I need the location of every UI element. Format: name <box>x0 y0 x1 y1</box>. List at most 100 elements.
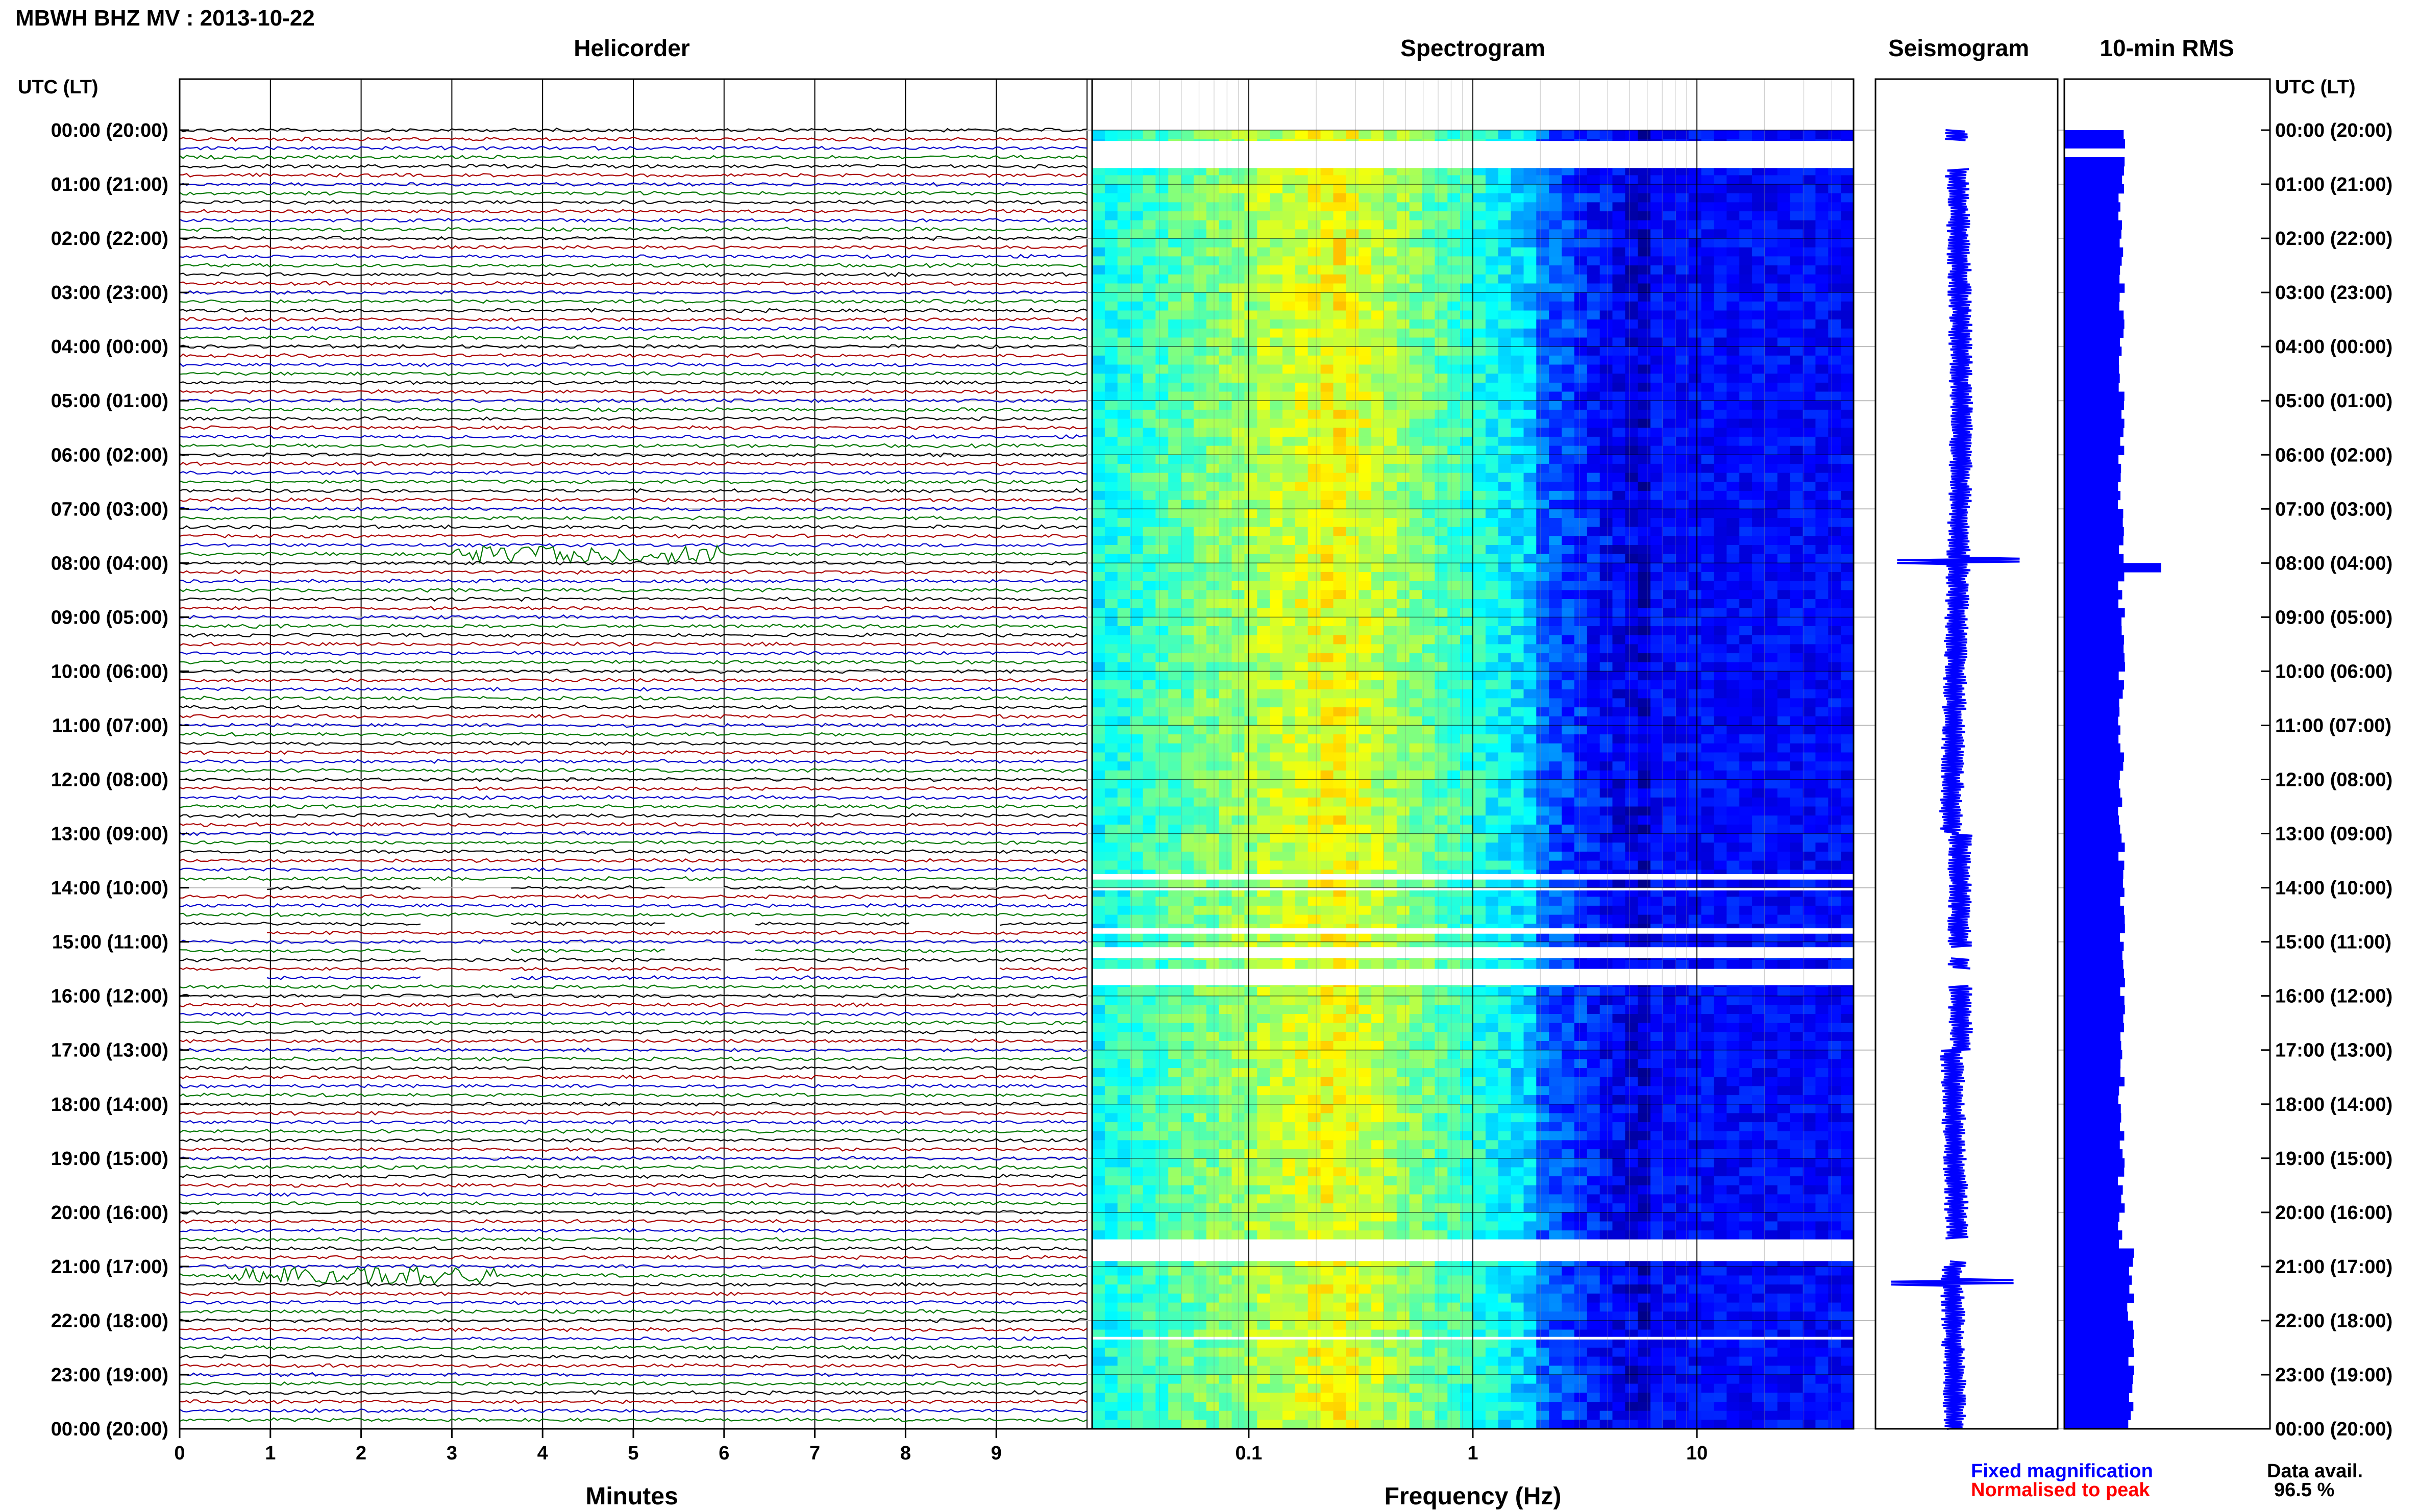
plot-title: MBWH BHZ MV : 2013-10-22 <box>15 6 315 31</box>
spectrogram-cell <box>1714 761 1727 771</box>
spectrogram-cell <box>1435 220 1448 230</box>
spectrogram-cell <box>1777 743 1791 753</box>
spectrogram-cell <box>1384 382 1397 392</box>
spectrogram-cell <box>1130 130 1144 140</box>
spectrogram-cell <box>1739 175 1752 185</box>
spectrogram-cell <box>1143 319 1156 329</box>
spectrogram-cell <box>1498 184 1512 194</box>
spectrogram-cell <box>1726 482 1740 491</box>
spectrogram-cell <box>1625 599 1638 609</box>
spectrogram-cell <box>1803 644 1816 654</box>
spectrogram-cell <box>1206 346 1220 356</box>
spectrogram-cell <box>1155 824 1169 834</box>
spectrogram-cell <box>1193 256 1207 266</box>
spectrogram-cell <box>1739 301 1752 311</box>
helicorder-trace-row <box>180 497 1088 503</box>
spectrogram-cell <box>1726 806 1740 816</box>
spectrogram-cell <box>1422 833 1435 843</box>
spectrogram-cell <box>1270 545 1283 555</box>
spectrogram-cell <box>1231 409 1245 419</box>
spectrogram-cell <box>1333 166 1346 176</box>
spectrogram-cell <box>1117 842 1131 852</box>
spectrogram-cell <box>1650 581 1664 590</box>
spectrogram-cell <box>1435 536 1448 546</box>
spectrogram-cell <box>1244 644 1257 654</box>
spectrogram-cell <box>1599 509 1613 518</box>
spectrogram-cell <box>1396 238 1410 248</box>
spectrogram-cell <box>1485 346 1499 356</box>
spectrogram-cell <box>1307 274 1321 284</box>
spectrogram-cell <box>1790 545 1804 555</box>
spectrogram-cell <box>1193 319 1207 329</box>
spectrogram-cell <box>1143 346 1156 356</box>
spectrogram-cell <box>1422 797 1435 807</box>
spectrogram-cell <box>1346 184 1359 194</box>
spectrogram-cell <box>1650 482 1664 491</box>
spectrogram-cell <box>1181 401 1194 410</box>
spectrogram-cell <box>1257 554 1270 563</box>
spectrogram-cell <box>1104 635 1118 645</box>
spectrogram-cell <box>1320 608 1334 617</box>
spectrogram-cell <box>1841 166 1854 176</box>
spectrogram-cell <box>1295 445 1309 455</box>
spectrogram-cell <box>1790 428 1804 437</box>
spectrogram-cell <box>1714 779 1727 789</box>
spectrogram-cell <box>1257 833 1270 843</box>
spectrogram-cell <box>1739 743 1752 753</box>
spectrogram-cell <box>1092 265 1105 275</box>
spectrogram-cell <box>1371 301 1385 311</box>
spectrogram-cell <box>1244 391 1257 401</box>
spectrogram-cell <box>1460 590 1473 600</box>
spectrogram-cell <box>1612 328 1625 338</box>
spectrogram-cell <box>1511 608 1524 617</box>
spectrogram-cell <box>1523 518 1537 528</box>
spectrogram-cell <box>1460 337 1473 347</box>
spectrogram-cell <box>1447 220 1461 230</box>
spectrogram-cell <box>1435 256 1448 266</box>
spectrogram-cell <box>1803 572 1816 582</box>
spectrogram-cell <box>1764 788 1778 798</box>
spectrogram-cell <box>1206 175 1220 185</box>
spectrogram-cell <box>1231 337 1245 347</box>
spectrogram-cell <box>1739 274 1752 284</box>
spectrogram-cell <box>1841 671 1854 681</box>
spectrogram-cell <box>1562 671 1575 681</box>
spectrogram-cell <box>1359 274 1372 284</box>
spectrogram-cell <box>1422 301 1435 311</box>
helicorder-trace-row <box>180 876 1088 881</box>
spectrogram-cell <box>1371 689 1385 699</box>
spectrogram-cell <box>1485 418 1499 428</box>
spectrogram-cell <box>1168 770 1181 780</box>
spectrogram-cell <box>1675 337 1689 347</box>
spectrogram-cell <box>1803 319 1816 329</box>
spectrogram-cell <box>1193 337 1207 347</box>
spectrogram-cell <box>1359 229 1372 239</box>
spectrogram-cell <box>1803 689 1816 699</box>
spectrogram-cell <box>1625 752 1638 762</box>
spectrogram-cell <box>1473 653 1486 663</box>
helicorder-trace-row <box>180 1372 1088 1377</box>
spectrogram-cell <box>1701 500 1715 509</box>
spectrogram-cell <box>1638 175 1651 185</box>
spectrogram-cell <box>1244 256 1257 266</box>
spectrogram-cell <box>1384 680 1397 690</box>
spectrogram-cell <box>1117 725 1131 735</box>
spectrogram-cell <box>1460 554 1473 563</box>
spectrogram-cell <box>1206 418 1220 428</box>
spectrogram-cell <box>1447 166 1461 176</box>
spectrogram-cell <box>1371 518 1385 528</box>
spectrogram-cell <box>1130 716 1144 726</box>
spectrogram-cell <box>1396 536 1410 546</box>
spectrogram-cell <box>1295 175 1309 185</box>
spectrogram-cell <box>1143 229 1156 239</box>
spectrogram-cell <box>1333 824 1346 834</box>
spectrogram-cell <box>1777 806 1791 816</box>
spectrogram-cell <box>1231 166 1245 176</box>
spectrogram-cell <box>1701 563 1715 573</box>
spectrogram-cell <box>1498 310 1512 320</box>
spectrogram-cell <box>1675 662 1689 672</box>
spectrogram-cell <box>1523 788 1537 798</box>
spectrogram-cell <box>1130 851 1144 861</box>
spectrogram-cell <box>1447 563 1461 573</box>
spectrogram-cell <box>1143 698 1156 708</box>
